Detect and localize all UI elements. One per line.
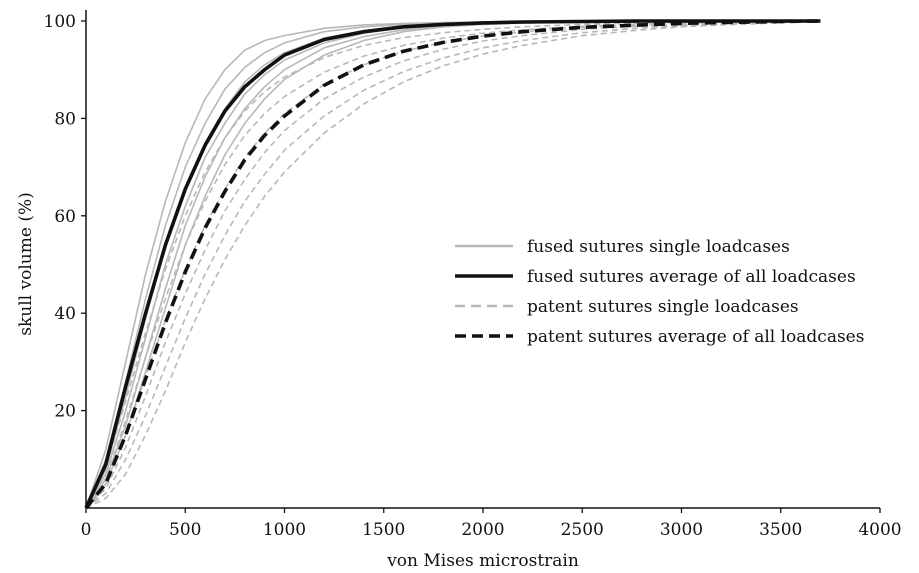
y-tick-label: 60 (54, 207, 76, 227)
x-tick-label: 0 (81, 520, 92, 540)
series-line-14 (84, 19, 821, 510)
ticks: 0 500 1000 1500 2000 2500 3000 3500 4000 20 40 60 80… (44, 12, 902, 540)
series-line-9 (85, 20, 821, 509)
legend-label-1: fused sutures single loadcases (527, 237, 790, 257)
x-tick-label: 3500 (759, 520, 802, 540)
x-tick-label: 3000 (660, 520, 703, 540)
x-tick-label: 1500 (362, 520, 405, 540)
y-tick-label: 40 (54, 304, 76, 324)
x-tick-label: 2000 (461, 520, 504, 540)
series-line-12 (85, 20, 821, 509)
legend-label-4: patent sutures average of all loadcases (527, 327, 864, 347)
y-tick-label: 100 (44, 12, 76, 32)
y-tick-label: 80 (54, 109, 76, 129)
x-tick-label: 4000 (858, 520, 901, 540)
legend: fused sutures single loadcases fused sutu… (440, 228, 900, 376)
x-tick-label: 500 (169, 520, 201, 540)
x-tick-label: 2500 (561, 520, 604, 540)
x-tick-label: 1000 (263, 520, 306, 540)
legend-box (440, 228, 900, 376)
legend-label-2: fused sutures average of all loadcases (527, 267, 856, 287)
y-tick-label: 20 (54, 402, 76, 422)
y-axis-title: skull volume (%) (16, 192, 36, 335)
series-line-13 (85, 20, 821, 509)
x-axis-title: von Mises microstrain (386, 551, 579, 571)
legend-label-3: patent sutures single loadcases (527, 297, 799, 317)
series-lines (84, 19, 821, 510)
series-line-7 (84, 19, 821, 509)
